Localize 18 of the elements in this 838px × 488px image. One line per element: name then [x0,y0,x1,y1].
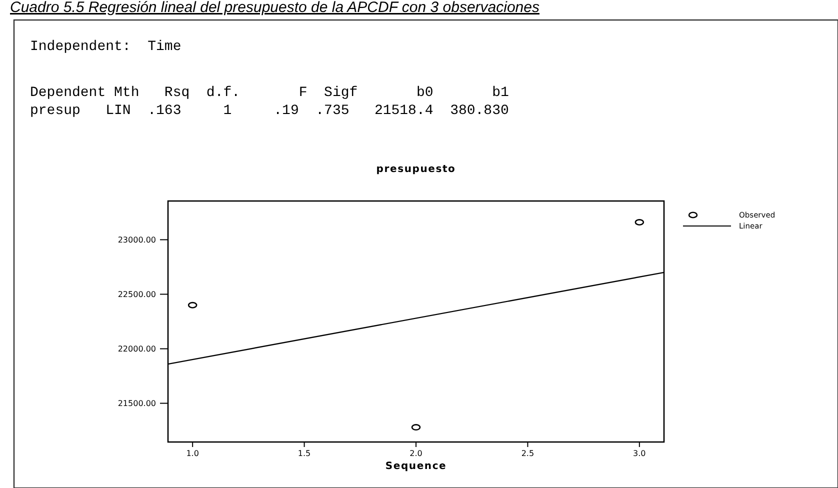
text: presup LIN .163 1 .19 .735 21518.4 380.830 [30,103,509,119]
x-tick-label: 3.0 [633,449,646,458]
y-tick-label: 23000.00 [118,236,156,245]
x-tick-label: 1.0 [186,449,199,458]
point [411,424,421,431]
y-tick-label: 22000.00 [118,344,156,354]
chart-subtitle: Cuadro 5.5 Regresión lineal del presupuesto de la APCDF con 3 observaciones [10,0,540,16]
chart-title: presupuesto [376,164,456,175]
x-tick-label: 2.5 [521,449,534,458]
x-tick-label: 2.0 [410,449,422,458]
text: Independent: Time [30,39,182,55]
y-tick-label: 22500.00 [118,290,156,300]
point [634,219,644,226]
x-tick-label: 1.5 [298,449,311,458]
x-axis-title: Sequence [385,461,447,472]
point [188,302,198,308]
y-tick-label: 21500.00 [118,399,156,408]
text: Dependent Mth Rsq d.f. F Sigf b0 b1 [30,85,509,101]
